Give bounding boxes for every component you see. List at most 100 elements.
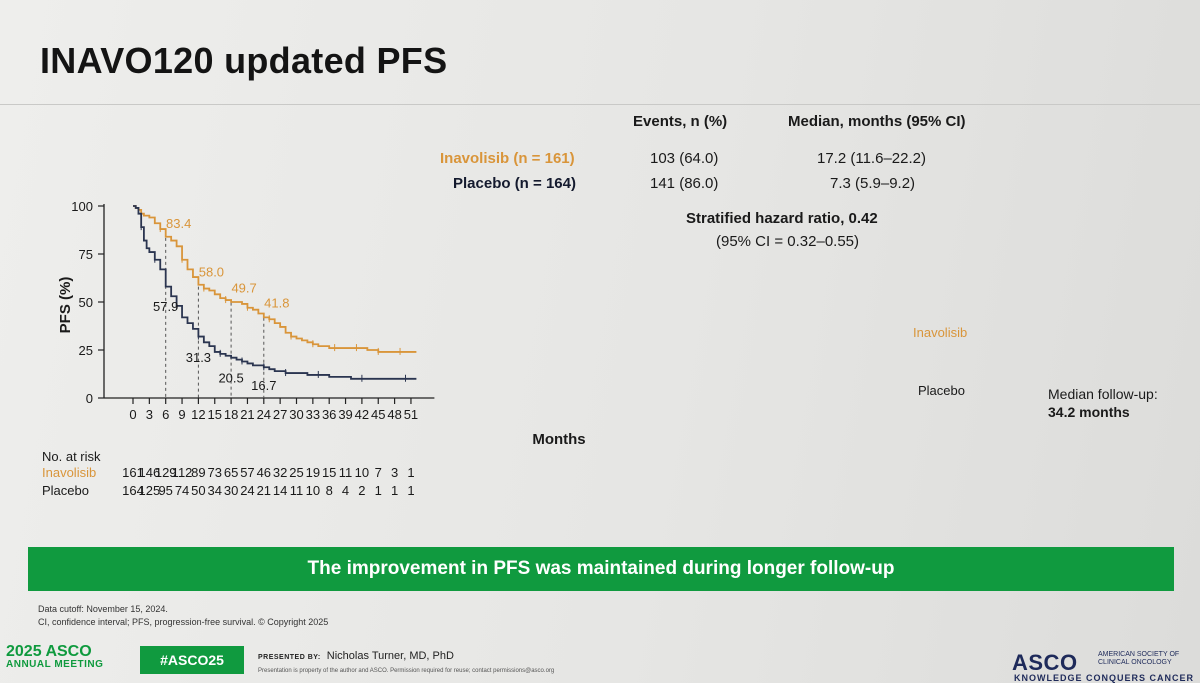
placebo-arm-label: Placebo (n = 164) [453,175,576,192]
landmark-value-placebo: 16.7 [251,378,276,393]
risk-cell-inavolisib: 25 [289,465,304,480]
risk-row-label-inavolisib: Inavolisib [42,465,97,480]
hazard-ratio: Stratified hazard ratio, 0.42 [686,210,878,227]
landmark-value-placebo: 31.3 [186,350,211,365]
landmark-value-inavolisib: 58.0 [199,265,224,280]
risk-cell-placebo: 95 [158,483,173,498]
risk-cell-inavolisib: 1 [407,465,415,480]
x-tick-label: 24 [257,407,271,422]
risk-cell-placebo: 21 [256,483,272,498]
x-tick-label: 15 [208,407,222,422]
curve-label-inavolisib: Inavolisib [913,325,967,340]
risk-cell-inavolisib: 57 [240,465,255,480]
risk-cell-inavolisib: 161 [122,465,144,480]
y-tick-label: 0 [86,391,93,406]
footnote-abbreviations: CI, confidence interval; PFS, progressio… [38,617,329,627]
x-axis-label: Months [532,431,585,448]
hashtag-badge: #ASCO25 [140,646,244,674]
y-tick-label: 100 [71,199,93,214]
inavolisib-events: 103 (64.0) [650,150,719,167]
x-tick-label: 9 [178,407,185,422]
x-tick-label: 27 [273,407,287,422]
km-curve-placebo [133,205,417,380]
risk-cell-placebo: 74 [174,483,190,498]
km-curve-inavolisib [133,205,417,353]
risk-cell-placebo: 30 [223,483,239,498]
risk-cell-placebo: 1 [374,483,382,498]
risk-cell-placebo: 24 [240,483,255,498]
presenter-line: PRESENTED BY: Nicholas Turner, MD, PhD [258,650,454,662]
landmark-value-placebo: 57.9 [153,299,178,314]
footnote-cutoff: Data cutoff: November 15, 2024. [38,604,168,614]
risk-cell-inavolisib: 10 [354,465,370,480]
x-tick-label: 30 [289,407,303,422]
risk-cell-inavolisib: 19 [305,465,321,480]
placebo-events: 141 (86.0) [650,175,719,192]
risk-cell-placebo: 2 [358,483,366,498]
slide-title: INAVO120 updated PFS [40,40,448,81]
x-tick-label: 3 [146,407,153,422]
risk-cell-inavolisib: 89 [191,465,206,480]
risk-cell-inavolisib: 146 [138,465,161,480]
placebo-median: 7.3 (5.9–9.2) [830,175,916,192]
median-header: Median, months (95% CI) [788,113,966,130]
landmark-value-placebo: 20.5 [218,371,243,386]
median-follow-up-label: Median follow-up: [1048,386,1158,402]
risk-cell-inavolisib: 112 [171,465,193,480]
risk-cell-placebo: 125 [138,483,161,498]
risk-cell-placebo: 50 [191,483,206,498]
median-follow-up-value: 34.2 months [1048,404,1130,420]
km-guides [165,237,265,398]
asco-logo-subtitle: AMERICAN SOCIETY OF CLINICAL ONCOLOGY [1098,651,1180,666]
asco-logo-tagline: KNOWLEDGE CONQUERS CANCER [1014,673,1195,683]
asco-meeting-logo: 2025 ASCO ANNUAL MEETING [6,643,103,670]
risk-cell-placebo: 8 [325,483,333,498]
risk-row-label-placebo: Placebo [42,483,89,498]
x-tick-label: 48 [387,407,401,422]
risk-cell-placebo: 34 [207,483,222,498]
risk-cell-placebo: 4 [341,483,350,498]
hazard-ratio-ci: (95% CI = 0.32–0.55) [716,233,860,250]
title-divider [0,104,1200,105]
risk-cell-inavolisib: 7 [374,465,382,480]
risk-cell-placebo: 1 [407,483,415,498]
x-tick-label: 18 [224,407,238,422]
events-header: Events, n (%) [633,113,728,130]
x-tick-label: 51 [404,407,418,422]
curve-label-placebo: Placebo [918,383,965,398]
y-tick-label: 50 [79,295,93,310]
x-tick-label: 42 [355,407,369,422]
risk-cell-inavolisib: 15 [321,465,337,480]
x-tick-label: 39 [338,407,352,422]
inavolisib-median: 17.2 (11.6–22.2) [817,150,926,167]
inavolisib-arm-label: Inavolisib (n = 161) [440,150,575,167]
meeting-subtitle: ANNUAL MEETING [6,659,104,670]
risk-cell-inavolisib: 11 [338,465,353,480]
property-note: Presentation is property of the author a… [258,668,555,674]
km-curves [133,205,417,382]
x-tick-label: 36 [322,407,336,422]
meeting-year: 2025 ASCO [6,643,92,660]
risk-cell-inavolisib: 65 [223,465,239,480]
landmark-value-inavolisib: 41.8 [264,296,289,311]
risk-cell-placebo: 10 [305,483,321,498]
x-tick-label: 12 [191,407,205,422]
risk-cell-inavolisib: 129 [154,465,177,480]
y-axis-label: PFS (%) [57,277,74,334]
y-tick-label: 75 [79,247,93,262]
x-tick-label: 21 [240,407,254,422]
landmark-value-inavolisib: 83.4 [166,216,191,231]
asco-logo: ASCO [1012,650,1078,675]
y-tick-label: 25 [79,343,93,358]
risk-cell-placebo: 14 [272,483,288,498]
risk-cell-placebo: 1 [390,483,399,498]
x-tick-label: 45 [371,407,385,422]
x-tick-label: 0 [129,407,136,422]
conclusion-banner: The improvement in PFS was maintained du… [28,547,1174,591]
x-tick-label: 33 [306,407,320,422]
risk-table-title: No. at risk [42,449,101,464]
risk-cell-placebo: 11 [289,483,304,498]
